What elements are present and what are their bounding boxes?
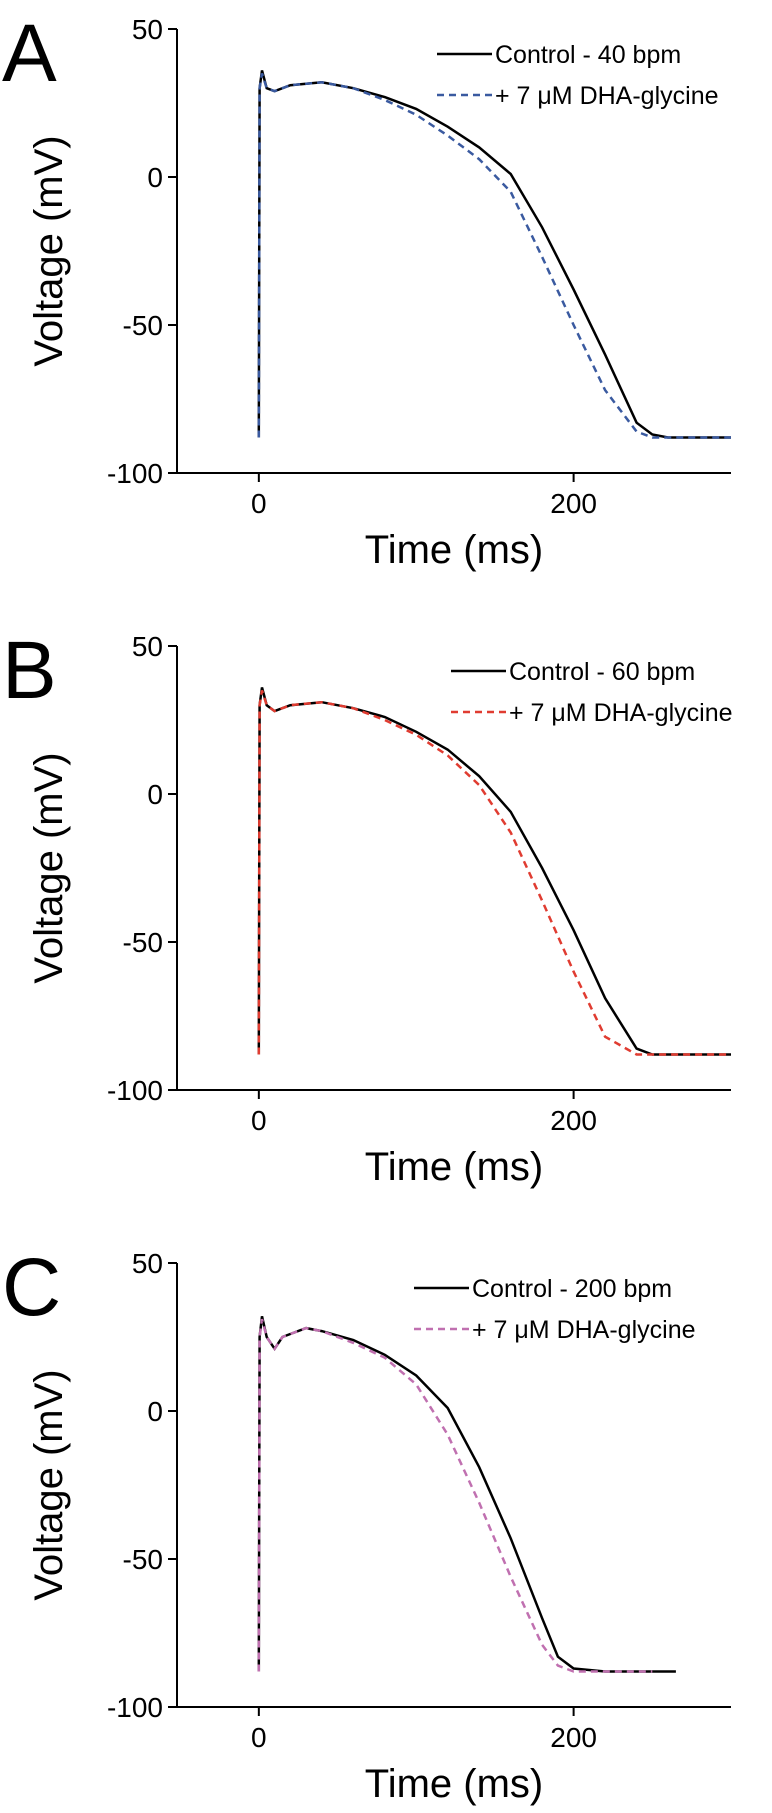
series-line — [257, 1316, 676, 1673]
series-line — [257, 1318, 653, 1673]
legend-label: + 7 μM DHA-glycine — [472, 1316, 696, 1344]
panel-label: A — [2, 8, 57, 99]
x-axis-title: Time (ms) — [365, 528, 543, 572]
y-tick-label: 0 — [147, 779, 163, 810]
series-line — [257, 70, 731, 439]
legend-label: + 7 μM DHA-glycine — [495, 82, 719, 110]
x-tick-label: 200 — [550, 1722, 597, 1753]
y-tick-label: -50 — [123, 310, 163, 341]
y-axis-title: Voltage (mV) — [27, 1369, 71, 1600]
y-tick-label: 0 — [147, 1396, 163, 1427]
x-tick-label: 200 — [550, 1105, 597, 1136]
x-axis-title: Time (ms) — [365, 1145, 543, 1189]
legend-label: Control - 40 bpm — [495, 41, 681, 69]
y-tick-label: 0 — [147, 162, 163, 193]
y-tick-label: -100 — [107, 1692, 163, 1723]
series-line — [257, 690, 731, 1056]
legend-label: Control - 200 bpm — [472, 1275, 672, 1303]
series-line — [257, 687, 731, 1056]
y-tick-label: 50 — [132, 631, 163, 662]
y-tick-label: -100 — [107, 1075, 163, 1106]
y-tick-label: -50 — [123, 1544, 163, 1575]
y-tick-label: 50 — [132, 1248, 163, 1279]
legend-label: + 7 μM DHA-glycine — [509, 699, 733, 727]
x-tick-label: 0 — [251, 488, 267, 519]
y-tick-label: -100 — [107, 458, 163, 489]
panel-label: B — [2, 625, 57, 716]
y-axis-title: Voltage (mV) — [27, 752, 71, 983]
series-line — [257, 73, 731, 439]
y-tick-label: 50 — [132, 14, 163, 45]
x-tick-label: 0 — [251, 1105, 267, 1136]
y-axis-title: Voltage (mV) — [27, 135, 71, 366]
x-tick-label: 200 — [550, 488, 597, 519]
legend-label: Control - 60 bpm — [509, 658, 695, 686]
panel-label: C — [2, 1242, 61, 1333]
x-axis-title: Time (ms) — [365, 1762, 543, 1806]
x-tick-label: 0 — [251, 1722, 267, 1753]
y-tick-label: -50 — [123, 927, 163, 958]
